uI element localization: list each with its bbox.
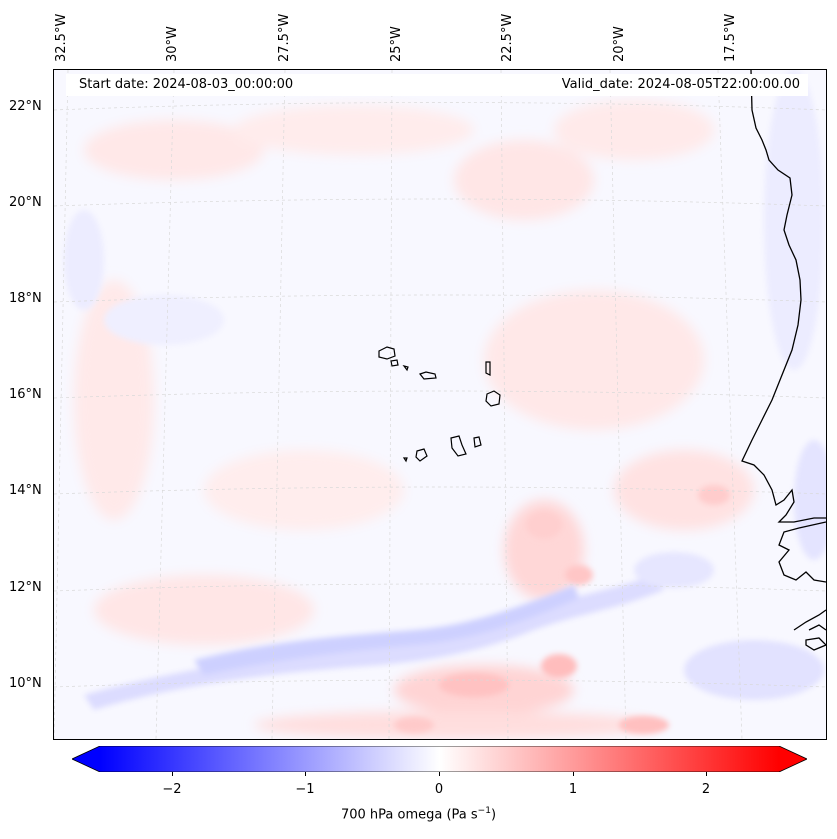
lon-label-32-5w: 32.5°W — [54, 13, 69, 62]
lon-label-20w: 20°W — [612, 26, 627, 62]
positive-omega-regions — [74, 100, 754, 739]
colorbar-tickmark — [305, 772, 306, 776]
colorbar-gradient — [100, 746, 779, 772]
lon-label-27-5w: 27.5°W — [277, 13, 292, 62]
colorbar-tickmark — [706, 772, 707, 776]
valid-date-label: Valid_date: 2024-08-05T22:00:00.00 — [561, 77, 800, 92]
colorbar-tick-label: 0 — [434, 782, 444, 797]
colorbar-tick-label: 2 — [701, 782, 711, 797]
colorbar-tickmark — [439, 772, 440, 776]
lat-label-20n: 20°N — [9, 195, 42, 210]
colorbar-svg — [71, 745, 808, 773]
negative-omega-regions — [64, 70, 826, 710]
omega-field-map — [54, 70, 826, 739]
lat-label-12n: 12°N — [9, 580, 42, 595]
colorbar-tickmark — [172, 772, 173, 776]
lat-label-10n: 10°N — [9, 676, 42, 691]
colorbar — [71, 745, 808, 773]
start-date-label: Start date: 2024-08-03_00:00:00 — [79, 77, 294, 92]
colorbar-tick-label: −1 — [295, 782, 315, 797]
colorbar-low-extend — [72, 746, 100, 772]
lon-label-25w: 25°W — [389, 26, 404, 62]
lat-label-18n: 18°N — [9, 291, 42, 306]
lon-label-22-5w: 22.5°W — [500, 13, 515, 62]
map-panel — [53, 69, 827, 740]
colorbar-label: 700 hPa omega (Pa s−1) — [340, 806, 497, 823]
africa-coastline — [741, 70, 826, 651]
lon-label-30w: 30°W — [165, 26, 180, 62]
lon-label-17-5w: 17.5°W — [723, 13, 738, 62]
cabo-verde-islands — [378, 346, 501, 463]
colorbar-high-extend — [779, 746, 807, 772]
colorbar-tickmark — [573, 772, 574, 776]
colorbar-tick-label: 1 — [568, 782, 578, 797]
lat-label-16n: 16°N — [9, 387, 42, 402]
lat-label-22n: 22°N — [9, 99, 42, 114]
date-banner — [66, 74, 808, 96]
strong-positive-omega-cells — [394, 485, 730, 734]
graticule — [54, 70, 826, 739]
colorbar-tick-label: −2 — [162, 782, 182, 797]
lat-label-14n: 14°N — [9, 483, 42, 498]
